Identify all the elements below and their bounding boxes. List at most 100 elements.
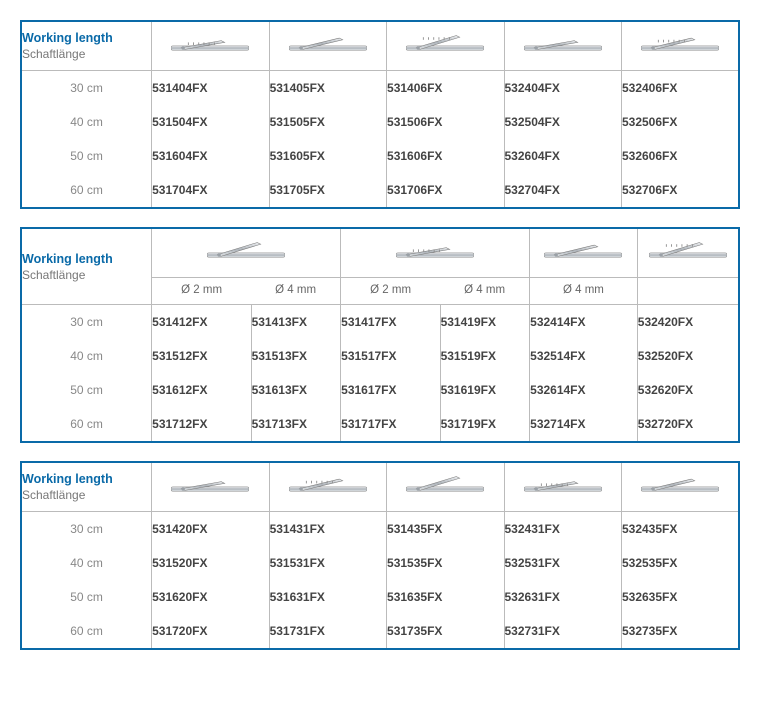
working-length-label: Working length <box>22 252 151 266</box>
product-code: 531717FX <box>341 407 440 442</box>
table-row: 60 cm531704FX531705FX531706FX532704FX532… <box>21 173 739 208</box>
product-code: 531535FX <box>387 546 504 580</box>
product-code: 531712FX <box>152 407 251 442</box>
header-row: Working length Schaftlänge <box>21 21 739 71</box>
product-code: 531505FX <box>269 105 386 139</box>
product-code: 531731FX <box>269 614 386 649</box>
diameter-label: Ø 4 mm <box>530 278 638 305</box>
product-code: 531704FX <box>152 173 269 208</box>
product-code: 532404FX <box>504 71 621 106</box>
product-code: 531419FX <box>440 305 530 340</box>
product-code: 531719FX <box>440 407 530 442</box>
product-code: 531517FX <box>341 339 440 373</box>
product-code: 532535FX <box>621 546 739 580</box>
product-code: 531513FX <box>251 339 341 373</box>
product-code: 531519FX <box>440 339 530 373</box>
table-row: 60 cm531712FX531713FX531717FX531719FX532… <box>21 407 739 442</box>
product-code: 532606FX <box>621 139 739 173</box>
product-code: 531431FX <box>269 512 386 547</box>
table-row: 30 cm531404FX531405FX531406FX532404FX532… <box>21 71 739 106</box>
product-code: 532731FX <box>504 614 621 649</box>
schaftlaenge-label: Schaftlänge <box>22 268 151 282</box>
forceps-icon <box>641 30 719 63</box>
forceps-icon <box>406 30 484 63</box>
table-row: 50 cm531604FX531605FX531606FX532604FX532… <box>21 139 739 173</box>
product-code: 531631FX <box>269 580 386 614</box>
header-row: Working length Schaftlänge <box>21 462 739 512</box>
product-code: 531435FX <box>387 512 504 547</box>
product-code: 532504FX <box>504 105 621 139</box>
product-code: 532406FX <box>621 71 739 106</box>
product-code: 532614FX <box>530 373 638 407</box>
product-code: 532514FX <box>530 339 638 373</box>
product-code: 532704FX <box>504 173 621 208</box>
schaftlaenge-label: Schaftlänge <box>22 488 151 502</box>
product-code: 531512FX <box>152 339 251 373</box>
product-code: 531506FX <box>387 105 504 139</box>
product-code: 531713FX <box>251 407 341 442</box>
product-table-3: Working length Schaftlänge <box>20 461 740 650</box>
tool-image-cell <box>621 21 739 71</box>
header-row: Working length Schaftlänge <box>21 228 739 278</box>
product-code: 531531FX <box>269 546 386 580</box>
product-code: 531735FX <box>387 614 504 649</box>
table-row: 50 cm531612FX531613FX531617FX531619FX532… <box>21 373 739 407</box>
forceps-icon <box>524 30 602 63</box>
product-code: 532531FX <box>504 546 621 580</box>
product-code: 532714FX <box>530 407 638 442</box>
table-row: 50 cm531620FX531631FX531635FX532631FX532… <box>21 580 739 614</box>
tool-image-cell <box>269 462 386 512</box>
tool-image-cell <box>387 462 504 512</box>
table-row: 60 cm531720FX531731FX531735FX532731FX532… <box>21 614 739 649</box>
forceps-icon <box>171 471 249 504</box>
product-code: 532506FX <box>621 105 739 139</box>
working-length-label: Working length <box>22 31 151 45</box>
table-row: 40 cm531504FX531505FX531506FX532504FX532… <box>21 105 739 139</box>
diameter-label: Ø 2 mm <box>341 278 440 305</box>
product-code: 531404FX <box>152 71 269 106</box>
length-cell: 40 cm <box>21 546 152 580</box>
forceps-icon <box>524 471 602 504</box>
product-code: 531620FX <box>152 580 269 614</box>
product-code: 532706FX <box>621 173 739 208</box>
product-code: 531420FX <box>152 512 269 547</box>
product-code: 531406FX <box>387 71 504 106</box>
tool-image-cell <box>152 462 269 512</box>
length-cell: 60 cm <box>21 407 152 442</box>
tool-image-cell <box>637 228 739 278</box>
forceps-icon <box>544 237 622 270</box>
schaftlaenge-label: Schaftlänge <box>22 47 151 61</box>
product-code: 531504FX <box>152 105 269 139</box>
length-cell: 30 cm <box>21 71 152 106</box>
forceps-icon <box>406 471 484 504</box>
diameter-label: Ø 2 mm <box>152 278 251 305</box>
length-cell: 40 cm <box>21 339 152 373</box>
product-code: 531720FX <box>152 614 269 649</box>
product-table-1: Working length Schaftlänge <box>20 20 740 209</box>
product-code: 531412FX <box>152 305 251 340</box>
product-table-2: Working length Schaftlänge <box>20 227 740 443</box>
product-code: 532604FX <box>504 139 621 173</box>
tool-image-cell <box>504 21 621 71</box>
product-code: 531605FX <box>269 139 386 173</box>
forceps-icon <box>207 237 285 270</box>
working-length-label: Working length <box>22 472 151 486</box>
row-label-cell: Working length Schaftlänge <box>21 228 152 305</box>
tool-image-cell <box>152 228 341 278</box>
tool-image-cell <box>621 462 739 512</box>
product-code: 532635FX <box>621 580 739 614</box>
product-code: 532520FX <box>637 339 739 373</box>
product-code: 532414FX <box>530 305 638 340</box>
product-code: 531520FX <box>152 546 269 580</box>
tool-image-cell <box>530 228 638 278</box>
product-code: 532420FX <box>637 305 739 340</box>
diameter-label: Ø 4 mm <box>440 278 530 305</box>
length-cell: 40 cm <box>21 105 152 139</box>
table-row: 30 cm531412FX531413FX531417FX531419FX532… <box>21 305 739 340</box>
row-label-cell: Working length Schaftlänge <box>21 21 152 71</box>
product-code: 532631FX <box>504 580 621 614</box>
forceps-icon <box>171 30 249 63</box>
forceps-icon <box>289 30 367 63</box>
product-code: 531619FX <box>440 373 530 407</box>
tool-image-cell <box>341 228 530 278</box>
